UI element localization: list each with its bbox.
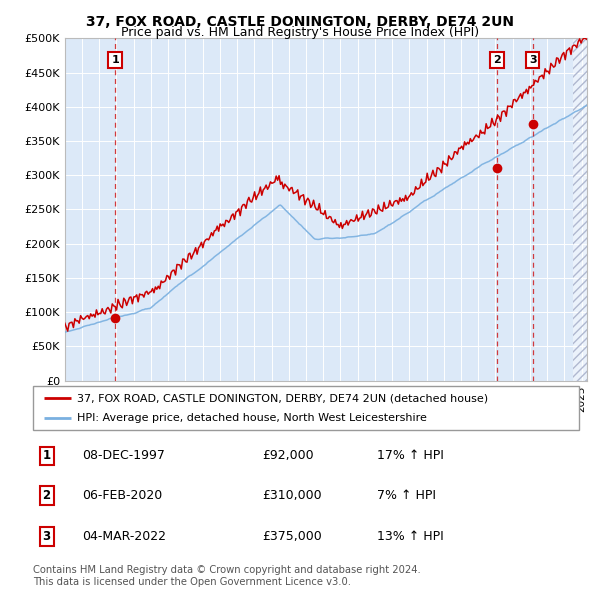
Text: 17% ↑ HPI: 17% ↑ HPI [377,450,444,463]
Text: £310,000: £310,000 [262,489,322,502]
Text: £92,000: £92,000 [262,450,314,463]
Text: 1: 1 [111,55,119,65]
Text: 2: 2 [493,55,501,65]
Text: This data is licensed under the Open Government Licence v3.0.: This data is licensed under the Open Gov… [33,577,351,587]
Text: 3: 3 [43,530,51,543]
Text: Contains HM Land Registry data © Crown copyright and database right 2024.: Contains HM Land Registry data © Crown c… [33,565,421,575]
Text: HPI: Average price, detached house, North West Leicestershire: HPI: Average price, detached house, Nort… [77,413,427,423]
Text: 1: 1 [43,450,51,463]
Text: 2: 2 [43,489,51,502]
Bar [573,38,587,381]
Bar [573,38,587,381]
Text: Price paid vs. HM Land Registry's House Price Index (HPI): Price paid vs. HM Land Registry's House … [121,26,479,39]
Text: 08-DEC-1997: 08-DEC-1997 [82,450,165,463]
FancyBboxPatch shape [33,386,579,430]
Text: 37, FOX ROAD, CASTLE DONINGTON, DERBY, DE74 2UN: 37, FOX ROAD, CASTLE DONINGTON, DERBY, D… [86,15,514,30]
Text: £375,000: £375,000 [262,530,322,543]
Text: 13% ↑ HPI: 13% ↑ HPI [377,530,444,543]
Text: 06-FEB-2020: 06-FEB-2020 [82,489,163,502]
Text: 37, FOX ROAD, CASTLE DONINGTON, DERBY, DE74 2UN (detached house): 37, FOX ROAD, CASTLE DONINGTON, DERBY, D… [77,393,488,403]
Text: 7% ↑ HPI: 7% ↑ HPI [377,489,436,502]
Text: 04-MAR-2022: 04-MAR-2022 [82,530,166,543]
Text: 3: 3 [529,55,536,65]
